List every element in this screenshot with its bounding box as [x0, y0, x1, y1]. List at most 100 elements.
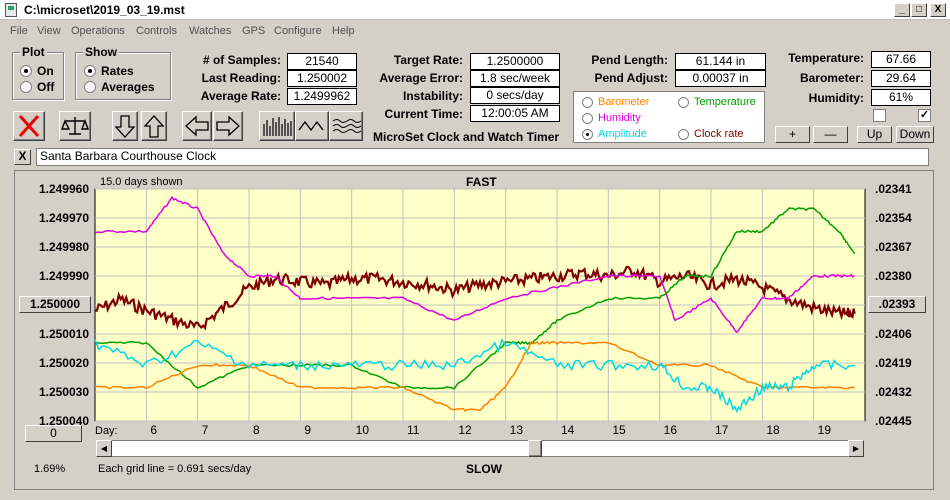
- menu-view[interactable]: View: [37, 25, 61, 37]
- app-icon: [5, 3, 17, 17]
- show-rates-radio[interactable]: Rates: [84, 64, 134, 78]
- right-tick-label: .02445: [875, 414, 912, 428]
- scroll-left-arrow[interactable]: ◀: [96, 440, 112, 457]
- arrow-left-icon: [185, 115, 209, 137]
- right-tick-label: .02354: [875, 211, 912, 225]
- series-clock-rate: [95, 265, 856, 331]
- scroll-right-arrow[interactable]: ▶: [848, 440, 864, 457]
- temperature-value: 67.66: [871, 51, 931, 68]
- right-center-button[interactable]: .02393: [868, 296, 926, 313]
- radio-dot-icon: [20, 81, 32, 93]
- current-time-value: 12:00:05 AM: [470, 105, 560, 122]
- right-tick-label: .02380: [875, 269, 912, 283]
- clear-clock-button[interactable]: X: [14, 149, 31, 165]
- menu-file[interactable]: File: [10, 25, 28, 37]
- minimize-button[interactable]: _: [894, 3, 910, 17]
- average-error-label: Average Error:: [379, 71, 463, 85]
- right-tick-label: .02419: [875, 356, 912, 370]
- left-tick-label: 1.250040: [39, 414, 89, 428]
- x-tick-label: 7: [202, 423, 209, 437]
- down-button[interactable]: Down: [896, 126, 934, 143]
- radio-dot-icon: [84, 65, 96, 77]
- multi-line-view-button[interactable]: [329, 111, 363, 141]
- menu-configure[interactable]: Configure: [274, 25, 322, 37]
- balance-button[interactable]: [59, 111, 91, 141]
- scroll-right-button[interactable]: [213, 111, 243, 141]
- horizontal-scrollbar[interactable]: [96, 440, 864, 457]
- x-tick-label: 8: [253, 423, 260, 437]
- right-tick-label: .02341: [875, 182, 912, 196]
- show-group-title: Show: [83, 45, 119, 59]
- pend-adjust-value: 0.00037 in: [675, 70, 766, 87]
- percent-label: 1.69%: [34, 463, 66, 475]
- radio-dot-icon: [582, 112, 593, 124]
- checkbox-1[interactable]: [873, 109, 886, 122]
- last-reading-label: Last Reading:: [201, 71, 281, 85]
- left-tick-label: 1.249960: [39, 182, 89, 196]
- scrollbar-thumb[interactable]: [528, 440, 542, 457]
- menu-help[interactable]: Help: [332, 25, 355, 37]
- slow-label: SLOW: [466, 462, 502, 476]
- overlay-humidity-radio[interactable]: Humidity: [582, 112, 641, 124]
- menu-controls[interactable]: Controls: [136, 25, 177, 37]
- radio-dot-icon: [582, 96, 593, 108]
- overlay-temperature-radio[interactable]: Temperature: [678, 96, 756, 108]
- last-reading-value: 1.250002: [287, 70, 357, 87]
- series-humidity: [94, 196, 855, 334]
- clock-name-field[interactable]: Santa Barbara Courthouse Clock: [36, 148, 929, 166]
- x-tick-label: 14: [561, 423, 575, 437]
- checkbox-2[interactable]: ✓: [918, 109, 931, 122]
- humidity-label: Humidity:: [808, 91, 864, 105]
- line-view-button[interactable]: [295, 111, 329, 141]
- arrow-right-icon: [216, 115, 240, 137]
- humidity-value: 61%: [871, 89, 931, 106]
- up-button[interactable]: Up: [857, 126, 892, 143]
- x-tick-label: 13: [510, 423, 524, 437]
- arrow-down-icon: [114, 115, 136, 138]
- series-amplitude: [94, 338, 855, 414]
- arrow-down-button[interactable]: [112, 111, 138, 141]
- overlay-barometer-radio[interactable]: Barometer: [582, 96, 649, 108]
- triangle-left-icon: ◀: [100, 444, 108, 453]
- left-tick-label: 1.249980: [39, 240, 89, 254]
- minus-button[interactable]: —: [813, 126, 848, 143]
- scroll-left-button[interactable]: [182, 111, 212, 141]
- plus-button[interactable]: +: [775, 126, 810, 143]
- average-error-value: 1.8 sec/week: [470, 70, 560, 87]
- left-tick-label: 1.250010: [39, 327, 89, 341]
- center-rate-button[interactable]: 1.250000: [19, 296, 91, 313]
- stop-button[interactable]: [13, 111, 45, 141]
- overlay-amplitude-radio[interactable]: Amplitude: [582, 128, 647, 140]
- target-rate-value: 1.2500000: [470, 53, 560, 70]
- plot-on-radio[interactable]: On: [20, 64, 54, 78]
- pend-length-value: 61.144 in: [675, 53, 766, 70]
- plot-off-radio[interactable]: Off: [20, 80, 54, 94]
- right-tick-label: .02367: [875, 240, 912, 254]
- instability-label: Instability:: [402, 89, 463, 103]
- x-tick-label: 17: [715, 423, 729, 437]
- arrow-up-button[interactable]: [141, 111, 167, 141]
- current-time-label: Current Time:: [384, 107, 463, 121]
- menu-operations[interactable]: Operations: [71, 25, 125, 37]
- zero-button[interactable]: 0: [25, 425, 82, 442]
- close-button[interactable]: X: [930, 3, 946, 17]
- menu-watches[interactable]: Watches: [189, 25, 232, 37]
- arrow-up-icon: [143, 115, 165, 138]
- maximize-button[interactable]: □: [911, 3, 927, 17]
- bars-view-button[interactable]: [259, 111, 295, 141]
- day-axis-label: Day:: [95, 425, 118, 437]
- fast-label: FAST: [466, 175, 497, 189]
- app-title: MicroSet Clock and Watch Timer: [373, 130, 560, 144]
- x-tick-label: 11: [407, 423, 420, 437]
- red-x-icon: [18, 114, 40, 138]
- window-title: C:\microset\2019_03_19.mst: [24, 3, 185, 17]
- pend-adjust-label: Pend Adjust:: [594, 71, 668, 85]
- overlay-clock-rate-radio[interactable]: Clock rate: [678, 128, 744, 140]
- show-averages-radio[interactable]: Averages: [84, 80, 155, 94]
- menu-gps[interactable]: GPS: [242, 25, 266, 37]
- radio-dot-icon: [678, 128, 689, 140]
- x-tick-label: 18: [766, 423, 780, 437]
- right-tick-label: .02406: [875, 327, 912, 341]
- scale-icon: [60, 117, 90, 135]
